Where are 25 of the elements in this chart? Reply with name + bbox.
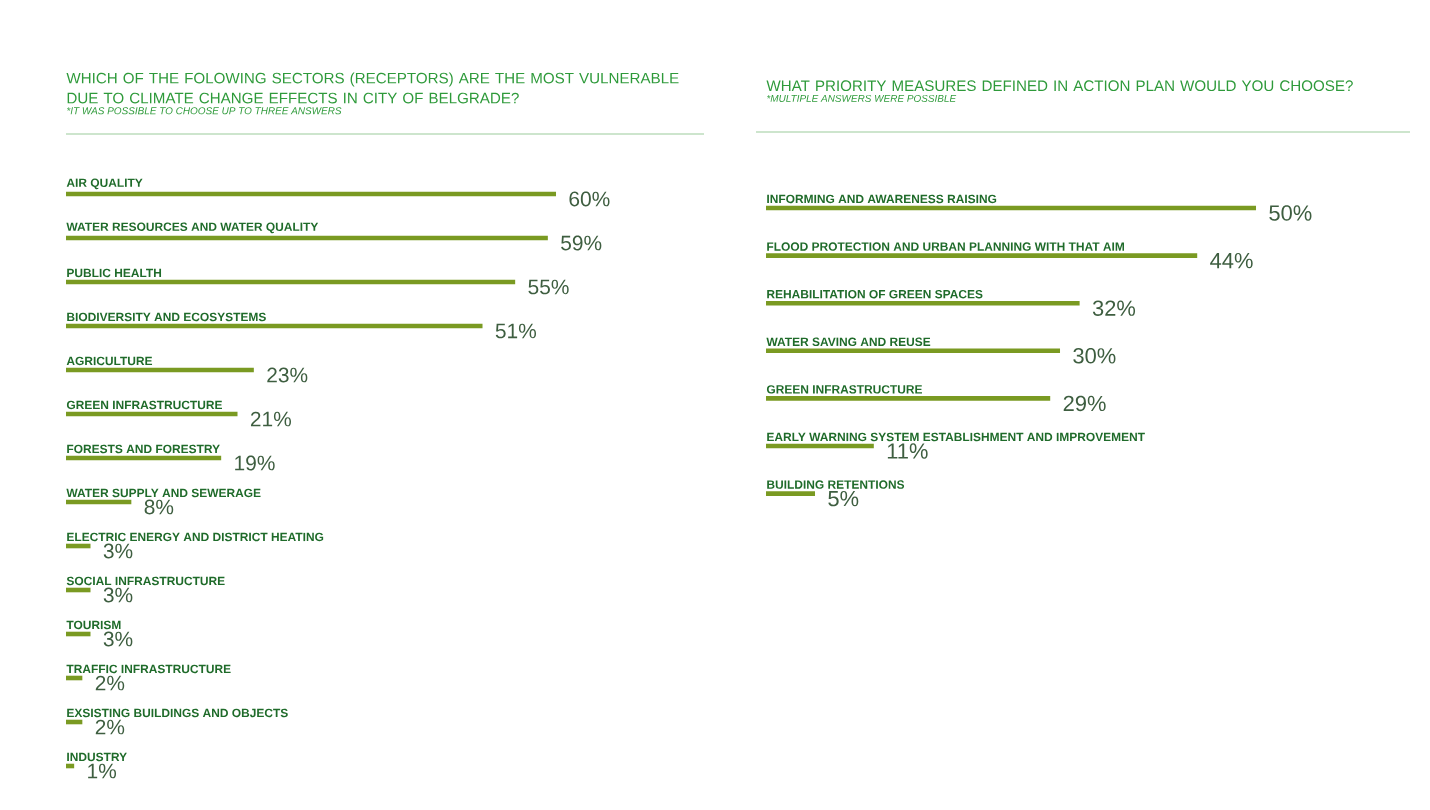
data-label: 23% (267, 367, 308, 383)
data-label: 3% (103, 631, 133, 647)
data-label: 29% (1063, 395, 1106, 412)
data-label: 32% (1092, 300, 1136, 316)
data-label: 3% (103, 587, 133, 603)
data-label: 30% (1073, 348, 1116, 364)
data-label: 2% (95, 719, 125, 735)
data-label: 60% (569, 191, 610, 207)
data-label: 2% (95, 675, 125, 691)
data-label: 50% (1269, 205, 1312, 221)
bar (766, 300, 1080, 306)
data-label: 51% (495, 323, 537, 339)
data-label: 11% (887, 443, 928, 459)
data-label: 5% (828, 490, 859, 507)
data-label: 21% (250, 411, 292, 427)
data-label: 1% (88, 763, 117, 779)
bar (766, 491, 816, 496)
data-label: 59% (561, 235, 602, 251)
data-label: 55% (528, 279, 569, 295)
data-label: 3% (103, 543, 133, 559)
bar (766, 396, 1051, 401)
data-label: 8% (144, 499, 174, 515)
data-label: 44% (1210, 252, 1253, 269)
bar (766, 253, 1198, 258)
data-label: 19% (235, 455, 275, 471)
